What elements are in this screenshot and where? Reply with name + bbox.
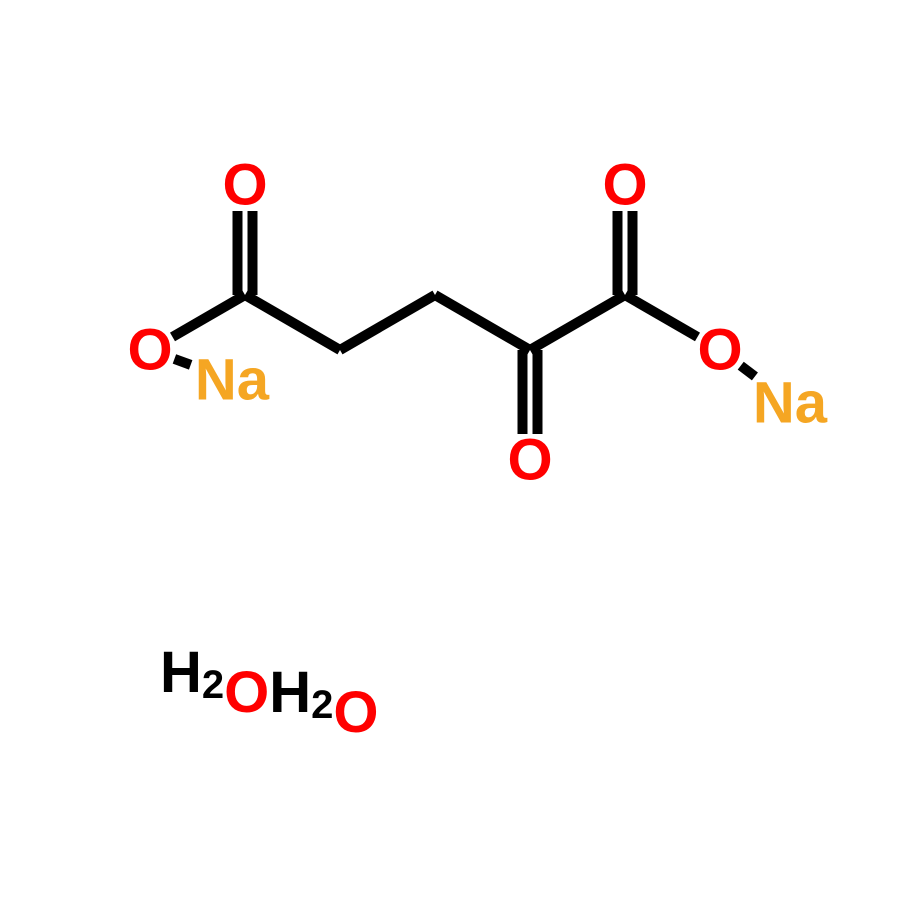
atom-o: O: [602, 153, 647, 218]
atom-o: O: [222, 153, 267, 218]
svg-text:H2OH2O: H2OH2O: [160, 640, 379, 745]
atom-o: O: [127, 318, 172, 383]
chemical-structure-diagram: OOOOONaNa H2OH2O: [0, 0, 900, 900]
atom-na: Na: [195, 348, 270, 413]
atom-na: Na: [753, 371, 828, 436]
atom-o: O: [697, 318, 742, 383]
atom-o: O: [507, 428, 552, 493]
hydrate-label: H2OH2O: [160, 640, 379, 745]
